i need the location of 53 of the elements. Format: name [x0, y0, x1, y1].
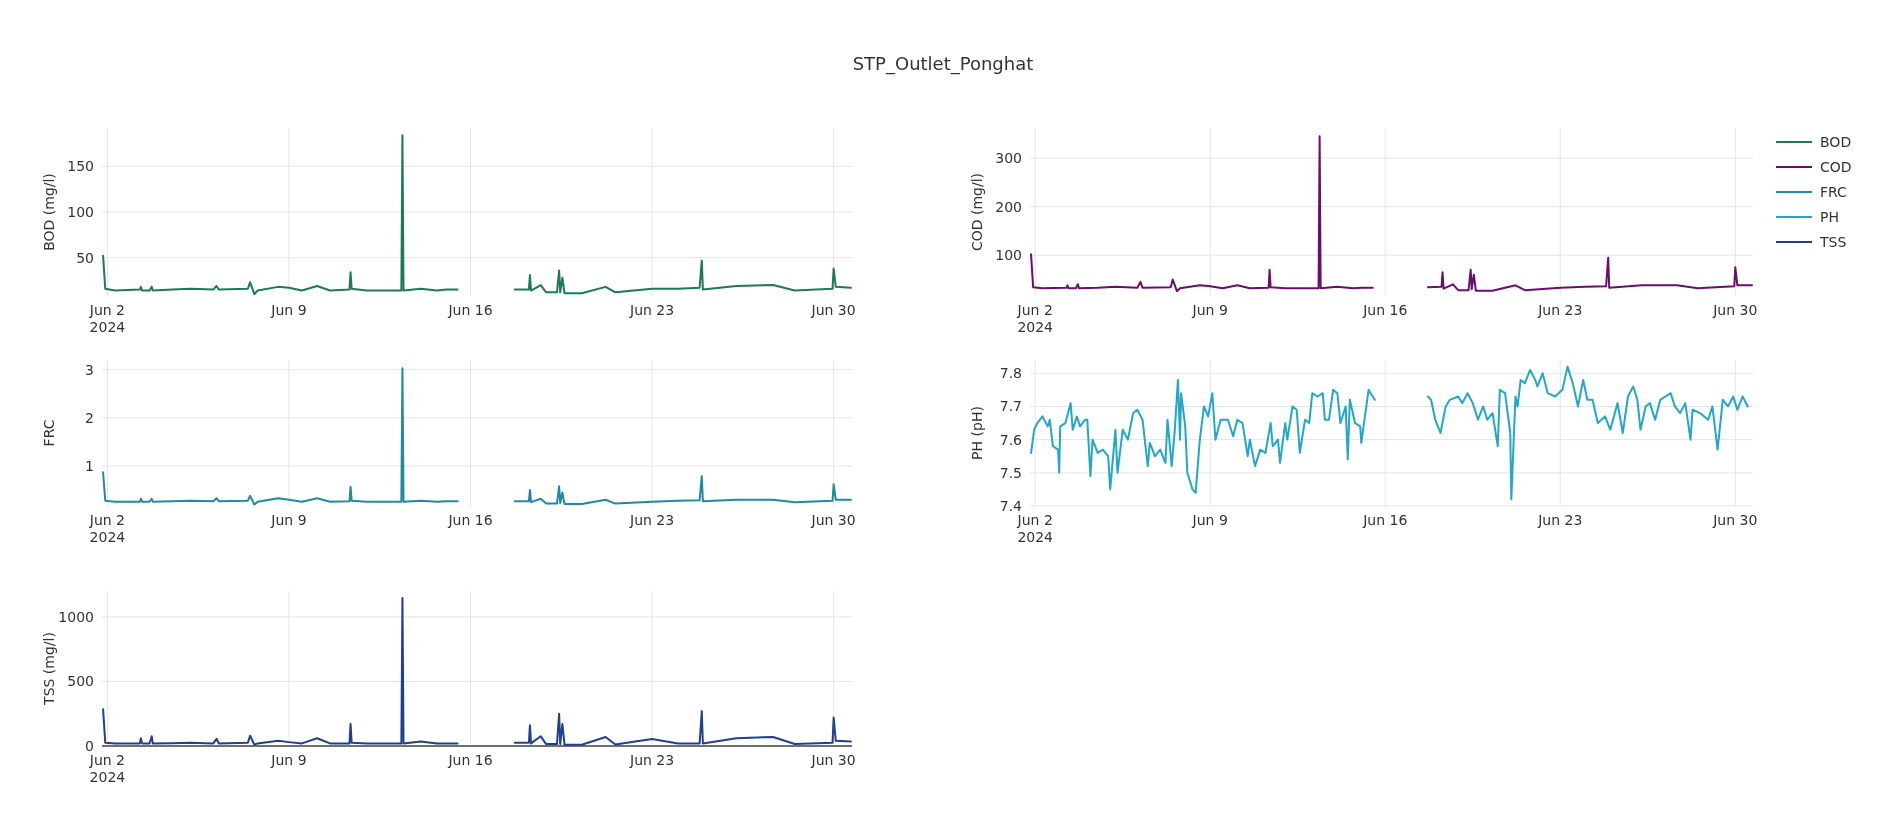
x-tick-label: Jun 16 [1362, 512, 1408, 528]
x-tick-label: Jun 16 [447, 512, 493, 528]
y-tick-label: 2 [85, 409, 94, 426]
text: STP_Outlet_Ponghat [852, 53, 1034, 75]
x-tick-label: Jun 23 [1537, 512, 1583, 528]
y-axis-title: FRC [41, 419, 57, 447]
y-tick-label: 1000 [58, 608, 94, 625]
x-tick-label: Jun 16 [447, 302, 493, 318]
x-tick-label: Jun 9 [270, 302, 307, 318]
y-tick-label: 300 [995, 150, 1022, 166]
x-tick-label: Jun 30 [810, 302, 856, 318]
x-tick-label: Jun 2 2024 [1016, 512, 1054, 545]
x-tick-label: Jun 2 2024 [1016, 302, 1054, 335]
x-tick-label: Jun 2 2024 [88, 302, 126, 335]
y-axis-title: BOD (mg/l) [41, 173, 57, 251]
x-tick-label: Jun 9 [270, 752, 307, 768]
x-tick-label: Jun 23 [629, 302, 675, 318]
x-tick-label: Jun 23 [629, 512, 675, 528]
y-tick-label: 7.8 [999, 365, 1022, 382]
y-tick-label: 500 [67, 673, 94, 690]
legend-label: FRC [1820, 183, 1848, 200]
x-tick-label: Jun 23 [629, 752, 675, 768]
y-tick-label: 150 [67, 158, 94, 175]
x-tick-label: Jun 30 [810, 512, 856, 528]
y-tick-label: 50 [76, 249, 94, 266]
y-tick-label: 1 [85, 457, 94, 474]
y-tick-label: 200 [995, 198, 1022, 215]
x-tick-label: Jun 9 [1191, 302, 1228, 318]
x-tick-label: Jun 2 2024 [88, 512, 126, 545]
x-tick-label: Jun 23 [1537, 302, 1583, 318]
legend-label: PH [1820, 208, 1839, 225]
y-tick-label: 100 [995, 247, 1022, 264]
y-tick-label: 3 [85, 361, 94, 378]
y-axis-title: TSS (mg/l) [41, 632, 57, 706]
x-tick-label: Jun 30 [1712, 302, 1758, 318]
x-tick-label: Jun 9 [1191, 512, 1228, 528]
y-tick-label: 100 [67, 203, 94, 220]
y-tick-label: 7.7 [999, 398, 1022, 415]
legend-label: TSS [1819, 233, 1847, 250]
y-axis-title: COD (mg/l) [969, 172, 985, 252]
y-tick-label: 7.6 [999, 431, 1023, 448]
legend-label: BOD [1820, 133, 1852, 150]
y-axis-title: PH (pH) [969, 406, 985, 460]
x-tick-label: Jun 30 [1712, 512, 1758, 528]
legend-label: COD [1820, 158, 1852, 175]
y-tick-label: 7.4 [999, 497, 1023, 514]
x-tick-label: Jun 9 [270, 512, 307, 528]
y-tick-label: 7.5 [999, 464, 1022, 481]
x-tick-label: Jun 30 [810, 752, 856, 768]
x-tick-label: Jun 16 [1362, 302, 1408, 318]
y-tick-label: 0 [85, 737, 94, 754]
x-tick-label: Jun 2 2024 [88, 752, 126, 785]
x-tick-label: Jun 16 [447, 752, 493, 768]
